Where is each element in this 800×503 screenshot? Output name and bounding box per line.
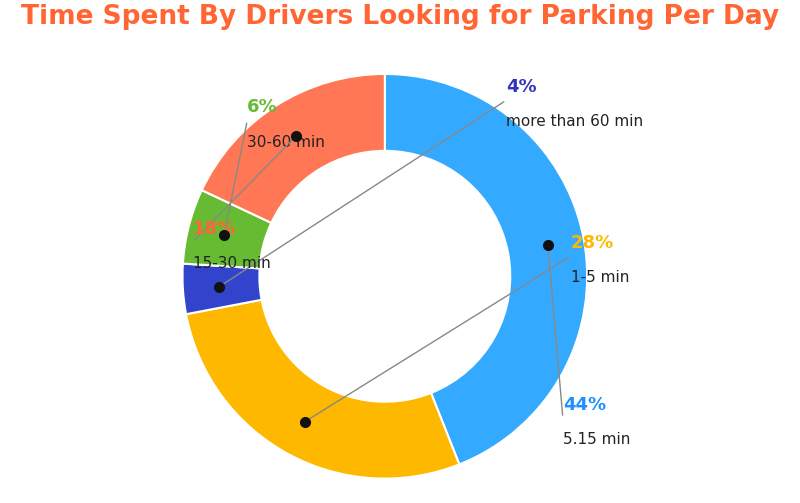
Text: 15-30 min: 15-30 min — [193, 256, 270, 271]
Wedge shape — [202, 74, 385, 223]
Title: Time Spent By Drivers Looking for Parking Per Day: Time Spent By Drivers Looking for Parkin… — [21, 4, 779, 30]
Wedge shape — [186, 300, 459, 478]
Text: 44%: 44% — [563, 396, 606, 414]
Text: 6%: 6% — [247, 99, 278, 117]
Text: 18%: 18% — [193, 220, 236, 238]
Text: more than 60 min: more than 60 min — [506, 114, 643, 129]
Wedge shape — [182, 264, 262, 314]
Text: 1-5 min: 1-5 min — [571, 270, 630, 285]
Text: 4%: 4% — [506, 78, 537, 96]
Wedge shape — [385, 74, 587, 464]
Wedge shape — [183, 190, 271, 269]
Text: 5.15 min: 5.15 min — [563, 432, 630, 447]
Text: 28%: 28% — [571, 234, 614, 252]
Text: 30-60 min: 30-60 min — [247, 135, 325, 150]
